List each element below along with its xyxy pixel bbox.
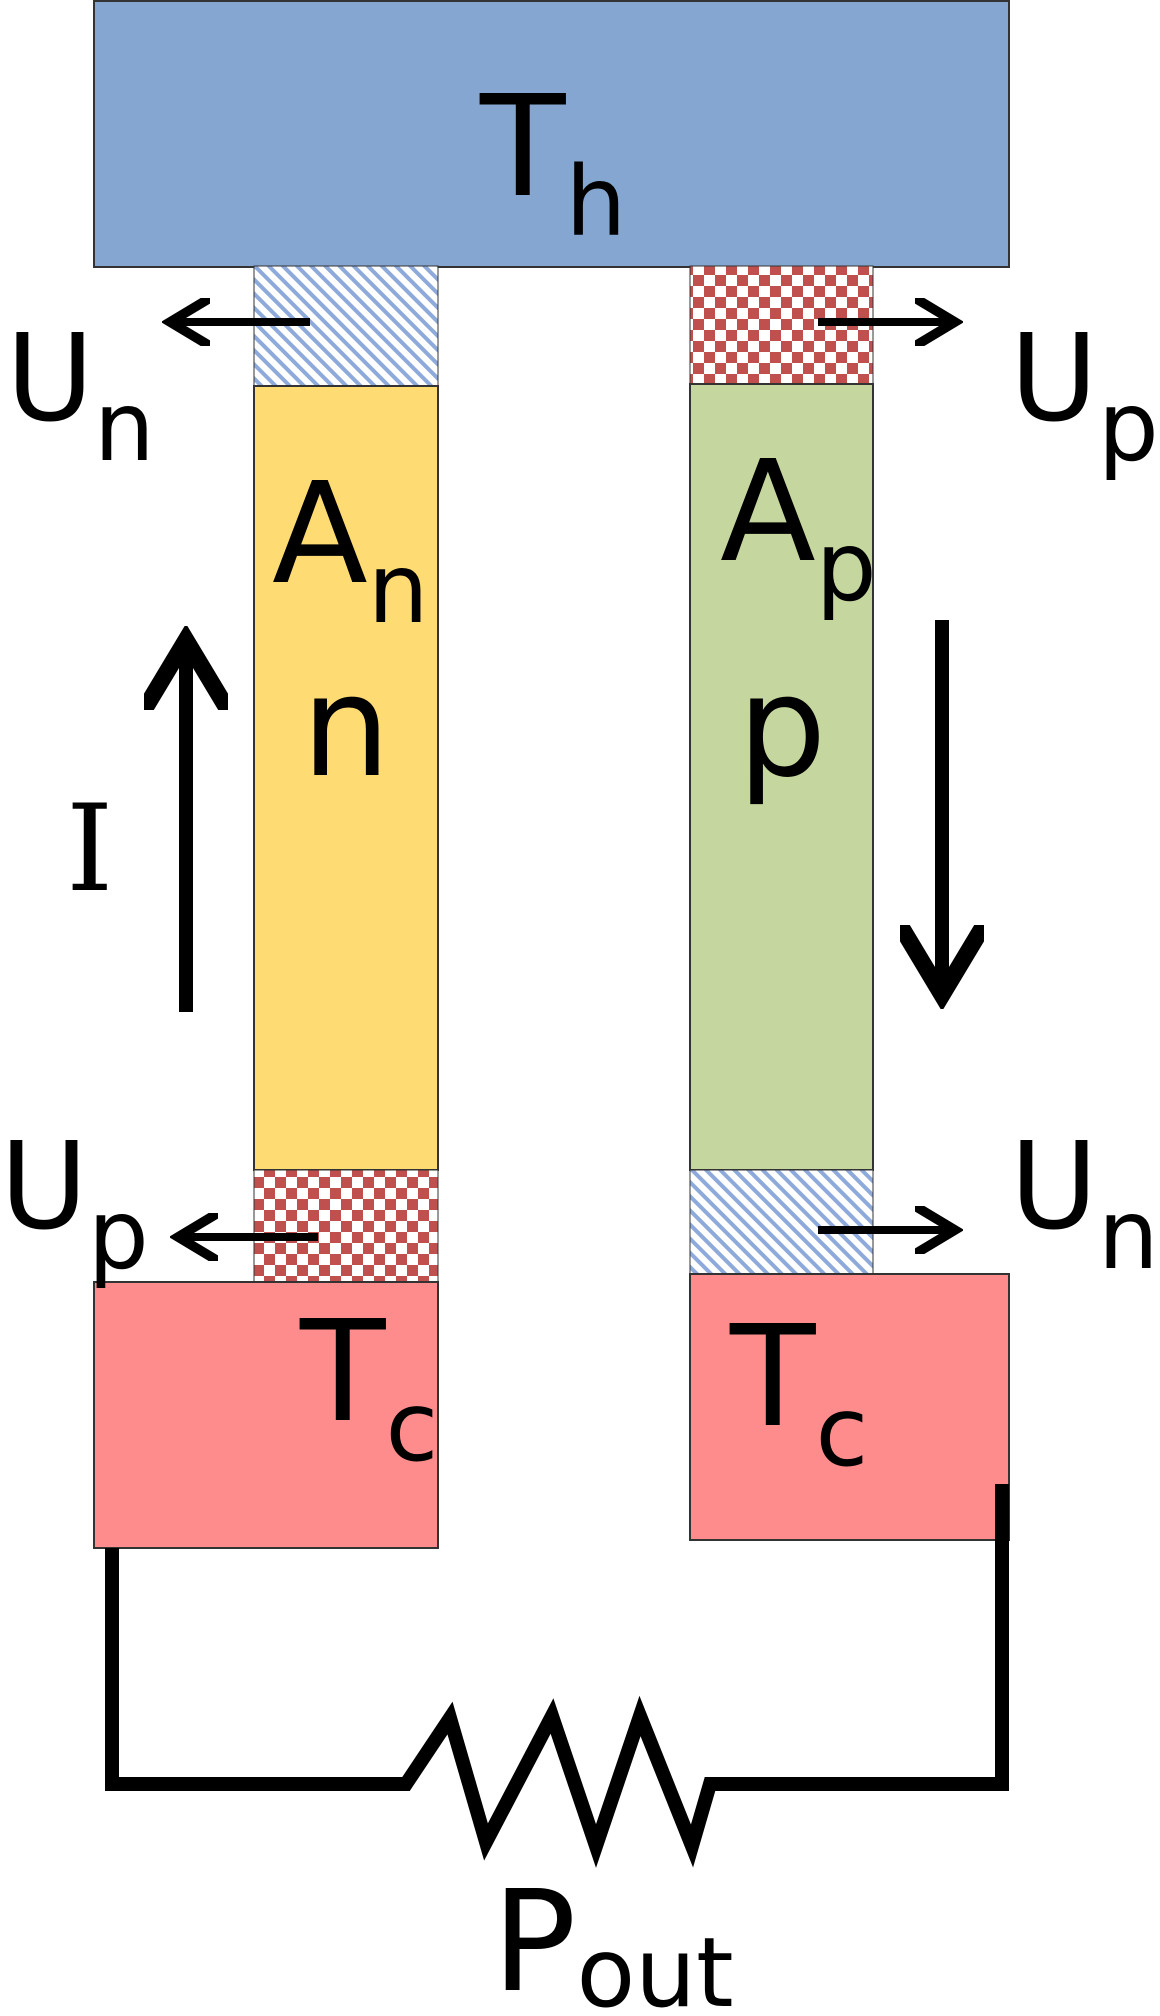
- top-left-interface-label: Un: [6, 310, 155, 483]
- bottom-left-interface: [253, 1169, 439, 1283]
- bottom-right-interface-label: Un: [1010, 1118, 1159, 1291]
- cold-right-label: Tc: [729, 1296, 868, 1488]
- hot-reservoir-label: Th: [479, 66, 626, 258]
- bottom-left-interface-label: Up: [0, 1118, 149, 1291]
- n-leg-area-label: An: [272, 453, 429, 645]
- n-leg: [253, 385, 439, 1171]
- load-label: Pout: [492, 1861, 734, 2016]
- circuit-wire: [105, 1484, 1009, 1868]
- p-leg-type-label: p: [738, 646, 827, 809]
- p-leg-area-label: Ap: [720, 431, 877, 623]
- cold-reservoir-right: [689, 1273, 1010, 1541]
- cold-reservoir-left: [93, 1281, 439, 1549]
- hot-reservoir: [93, 0, 1010, 268]
- top-right-interface-label: Up: [1010, 310, 1159, 483]
- cold-left-label: Tc: [299, 1291, 438, 1483]
- n-leg-type-label: n: [302, 646, 391, 809]
- current-label: I: [66, 780, 113, 919]
- bottom-right-interface: [689, 1169, 874, 1275]
- p-leg: [689, 383, 874, 1171]
